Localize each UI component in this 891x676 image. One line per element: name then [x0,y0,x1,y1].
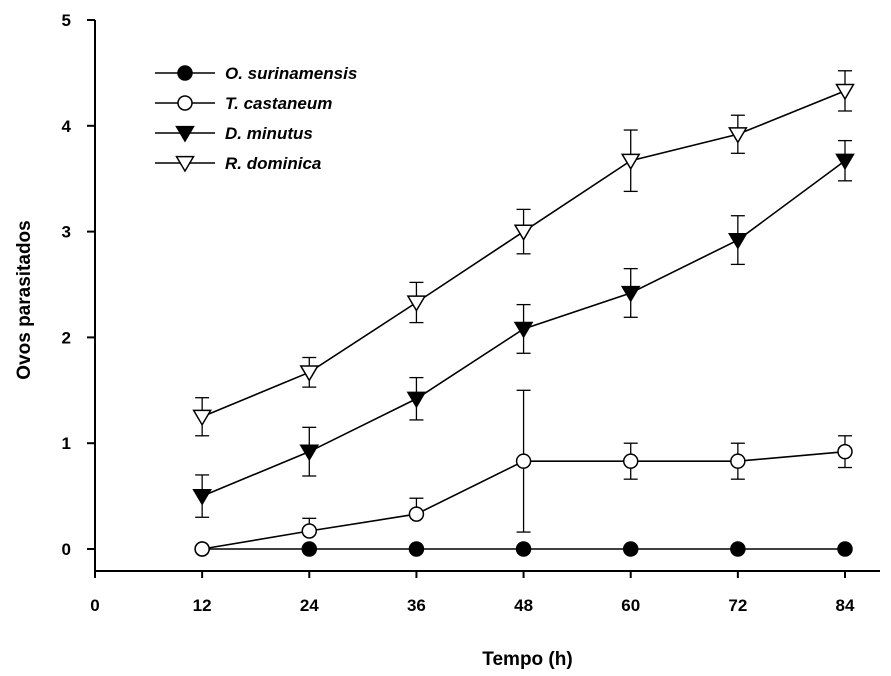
data-point [301,523,318,539]
data-point [622,541,639,557]
x-tick-label: 48 [514,596,533,615]
data-point [620,285,641,303]
legend-item-1: T. castaneum [155,94,332,113]
legend-marker [177,95,193,111]
data-point [299,365,320,382]
y-axis-title: Ovos parasitados [14,220,35,379]
legend-label: D. minutus [225,124,313,143]
x-tick-label: 84 [836,596,855,615]
legend-marker [175,155,195,173]
x-tick-label: 12 [193,596,212,615]
legend-label: R. dominica [225,154,321,173]
series-layer [192,70,855,557]
data-point [408,506,425,522]
data-point [513,321,534,339]
y-tick-label: 5 [62,11,71,30]
series-0 [194,541,853,557]
legend-label: T. castaneum [225,94,332,113]
data-point [835,83,855,101]
data-point [728,127,748,144]
data-point [299,444,320,462]
data-point [192,409,212,427]
data-point [194,541,210,557]
data-point [730,453,746,469]
data-point [408,541,425,557]
series-2 [192,139,855,518]
x-tick-label: 60 [621,596,640,615]
y-tick-label: 2 [62,328,71,347]
data-point [620,153,641,171]
data-point [192,488,212,506]
series-3 [192,70,855,437]
y-tick-label: 1 [62,434,71,453]
data-point [515,453,532,469]
data-point [622,453,639,469]
x-axis-title: Tempo (h) [482,649,572,670]
data-point [835,153,855,171]
legend: O. surinamensis T. castaneum D. minutus R. … [155,64,357,173]
legend-label: O. surinamensis [225,64,357,83]
x-tick-label: 36 [407,596,426,615]
x-tick-label: 0 [90,596,99,615]
data-point [301,541,318,557]
legend-marker [177,65,193,81]
data-point [837,541,853,557]
x-tick-label: 24 [300,596,319,615]
x-tick-label: 72 [728,596,747,615]
legend-item-2: D. minutus [155,124,313,143]
data-point [406,391,427,409]
y-axis-ticks: 0 1 2 3 4 5 [62,11,95,559]
series-1 [194,389,853,557]
data-point [406,295,427,313]
y-tick-label: 4 [62,117,72,136]
x-axis-ticks: 0 12 24 36 48 60 72 84 [90,571,855,615]
y-tick-label: 3 [62,223,71,242]
legend-marker [175,125,195,143]
legend-item-3: R. dominica [155,154,321,173]
data-point [730,541,746,557]
data-point [515,541,532,557]
data-point [513,224,534,242]
data-point [728,232,748,250]
data-point [837,443,853,460]
legend-item-0: O. surinamensis [155,64,357,83]
y-tick-label: 0 [62,540,71,559]
